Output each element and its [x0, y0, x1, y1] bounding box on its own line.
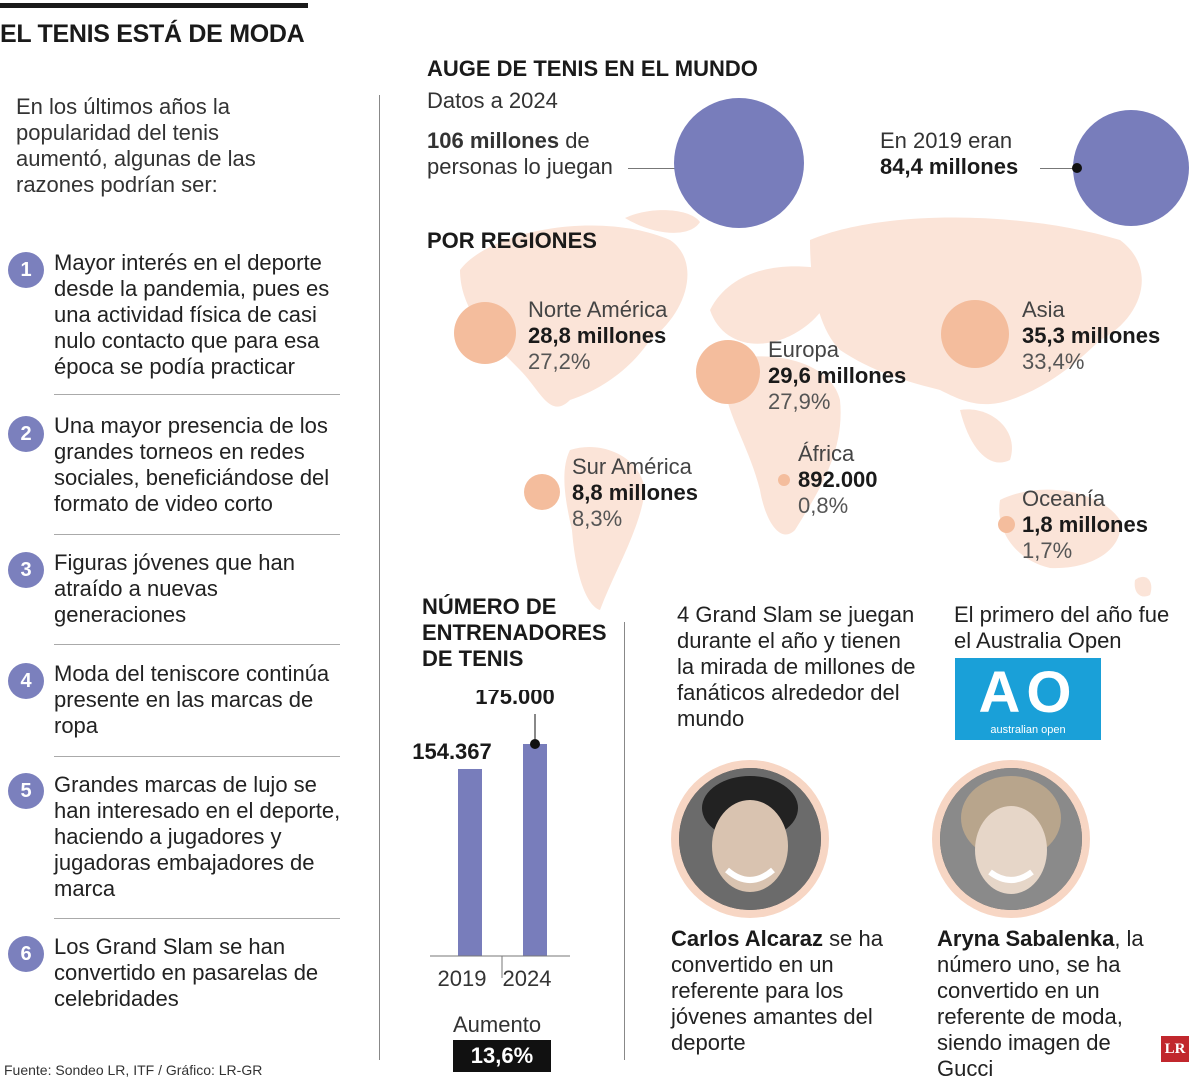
logo-subtitle: australian open: [990, 724, 1066, 736]
reason-text: Los Grand Slam se han convertido en pasa…: [54, 934, 319, 1011]
region-label-africa: África 892.000 0,8%: [798, 441, 878, 518]
data-label-2024: 175.000: [475, 690, 555, 709]
players-2019-prefix: En 2019 eran: [880, 128, 1013, 153]
players-2019-bubble: [1073, 110, 1189, 226]
brand-logo: LR: [1161, 1036, 1189, 1062]
sabalenka-photo: [932, 760, 1090, 918]
tick-label-2019: 2019: [438, 966, 487, 991]
sabalenka-caption: Aryna Sabalenka, la número uno, se ha co…: [937, 926, 1144, 1081]
region-bubble-europe: [696, 340, 760, 404]
increase-badge: 13,6%: [453, 1040, 551, 1072]
current-players-label: 106 millones de: [427, 128, 590, 154]
coaches-chart: 2019 154.367 2024 175.000: [400, 684, 610, 1000]
region-bubble-north-america: [454, 302, 516, 364]
label-dot: [530, 739, 540, 749]
player-portrait-icon: [940, 768, 1082, 910]
page-title: EL TENIS ESTÁ DE MODA: [0, 20, 305, 48]
leader-line: [628, 168, 682, 169]
region-bubble-south-america: [524, 474, 560, 510]
region-label-asia: Asia 35,3 millones 33,4%: [1022, 297, 1161, 374]
world-section-title: AUGE DE TENIS EN EL MUNDO: [427, 56, 758, 81]
reason-number: 3: [8, 552, 44, 588]
tick-label-2024: 2024: [503, 966, 552, 991]
region-label-europe: Europa 29,6 millones 27,9%: [768, 337, 907, 414]
region-label-oceania: Oceanía 1,8 millones 1,7%: [1022, 486, 1148, 563]
world-map: [460, 210, 1152, 610]
current-players-desc: personas lo juegan: [427, 154, 613, 179]
data-label-2019: 154.367: [412, 739, 492, 764]
players-2019-value: 84,4 millones: [880, 154, 1019, 179]
reason-text: Una mayor presencia de los grandes torne…: [54, 413, 330, 516]
reason-text: Mayor interés en el deporte desde la pan…: [54, 250, 330, 379]
leader-dot: [1072, 163, 1082, 173]
reason-number: 2: [8, 416, 44, 452]
grand-slam-text: 4 Grand Slam se juegan durante el año y …: [677, 602, 916, 731]
reason-divider: [54, 918, 340, 919]
region-label-north-america: Norte América 28,8 millones 27,2%: [528, 297, 668, 374]
region-label-south-america: Sur América 8,8 millones 8,3%: [572, 454, 698, 531]
column-divider: [379, 95, 380, 1060]
regions-title: POR REGIONES: [427, 228, 597, 253]
section-divider: [624, 622, 625, 1060]
reason-divider: [54, 394, 340, 395]
australian-open-logo: AO australian open: [955, 658, 1101, 740]
source-note: Fuente: Sondeo LR, ITF / Gráfico: LR-GR: [4, 1062, 263, 1078]
reason-divider: [54, 644, 340, 645]
coaches-title: NÚMERO DE ENTRENADORES DE TENIS: [422, 594, 607, 671]
intro-text: En los últimos años la popularidad del t…: [16, 94, 256, 197]
bar-2024: [523, 744, 547, 956]
region-bubble-oceania: [998, 516, 1015, 533]
reason-divider: [54, 756, 340, 757]
reason-divider: [54, 534, 340, 535]
reason-text: Moda del teniscore continúa presente en …: [54, 661, 330, 738]
region-bubble-asia: [941, 300, 1009, 368]
region-bubble-africa: [778, 474, 790, 486]
world-subtitle: Datos a 2024: [427, 88, 558, 113]
player-portrait-icon: [679, 768, 821, 910]
logo-letters: AO: [978, 660, 1078, 725]
coaches-bar-chart: 2019 154.367 2024 175.000: [412, 684, 570, 991]
reason-number: 6: [8, 936, 44, 972]
reason-text: Figuras jóvenes que han atraído a nuevas…: [54, 550, 295, 627]
increase-label: Aumento: [453, 1012, 542, 1037]
first-slam-text: El primero del año fue el Australia Open: [954, 602, 1170, 653]
reason-number: 4: [8, 663, 44, 699]
alcaraz-caption: Carlos Alcaraz se ha convertido en un re…: [671, 926, 883, 1055]
leader-line: [1040, 168, 1076, 169]
reason-number: 1: [8, 252, 44, 288]
players-2024-bubble: [674, 98, 804, 228]
current-players-suffix: de: [559, 128, 590, 153]
reason-text: Grandes marcas de lujo se han interesado…: [54, 772, 341, 901]
title-rule: [0, 3, 308, 8]
bar-2019: [458, 768, 482, 956]
current-players-value: 106 millones: [427, 128, 560, 153]
alcaraz-photo: [671, 760, 829, 918]
reason-number: 5: [8, 773, 44, 809]
